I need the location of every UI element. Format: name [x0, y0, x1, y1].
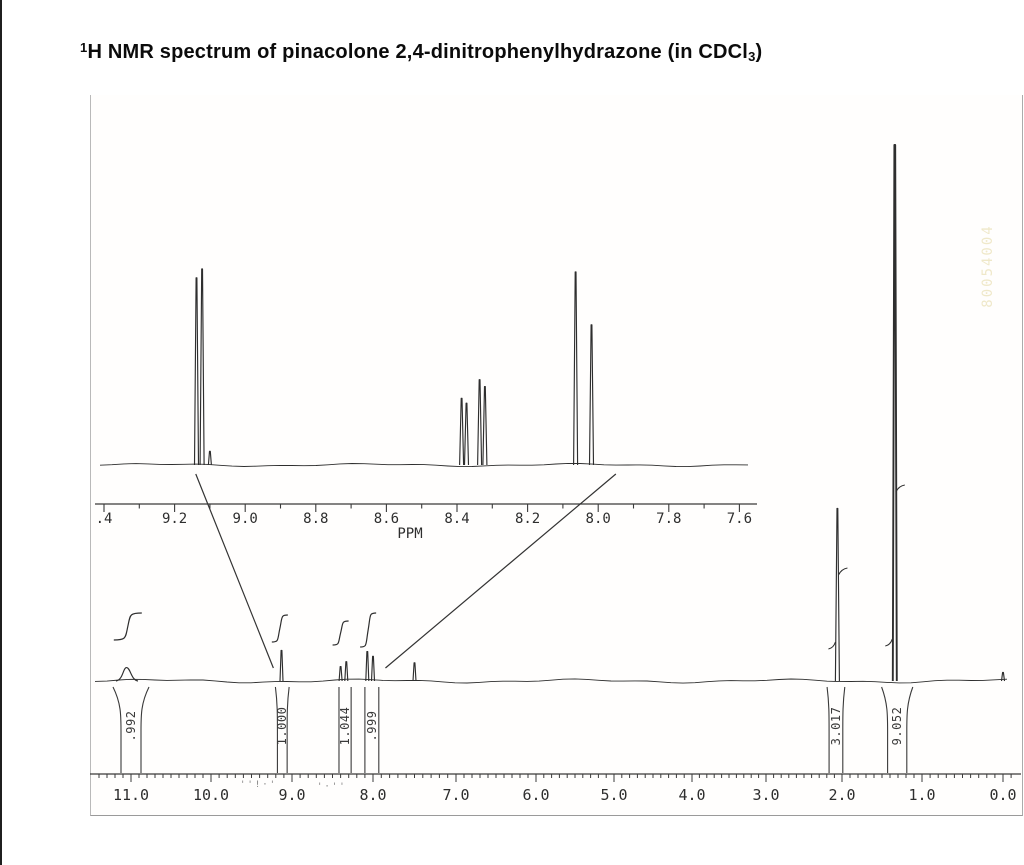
integral-curve	[360, 612, 377, 648]
inset-peak-4	[463, 402, 470, 466]
integral-bracket-right	[842, 686, 846, 773]
integral-bracket-right	[140, 686, 150, 773]
main-axis-label: 7.0	[442, 786, 470, 804]
main-peak-9	[1000, 671, 1006, 682]
integral-bracket-left	[112, 686, 122, 773]
integral-bracket-right	[286, 686, 290, 773]
inset-axis-label: .4	[95, 511, 113, 527]
integral-hook	[895, 484, 905, 493]
main-peak-6	[412, 662, 417, 682]
main-axis-label: 6.0	[522, 786, 550, 804]
title-subscript: 3	[748, 49, 756, 64]
inset-peak-8	[588, 324, 595, 466]
inset-axis-label: 8.6	[373, 511, 400, 527]
inset-peak-7	[573, 271, 579, 466]
inset-axis-label: 8.2	[514, 511, 541, 527]
integral-curve	[332, 620, 349, 646]
integral-value: 1.044	[338, 706, 353, 746]
main-axis-label: 0.0	[989, 786, 1017, 804]
main-axis-label: 9.0	[278, 786, 306, 804]
inset-peak-1	[199, 268, 205, 466]
main-axis-label: 4.0	[678, 786, 706, 804]
inset-peak-6	[482, 386, 488, 466]
main-peak-2	[338, 665, 343, 682]
integral-value: 3.017	[828, 706, 843, 746]
inset-axis-label: 7.8	[656, 511, 682, 527]
integral-hook	[837, 567, 848, 576]
main-peak-1	[279, 649, 284, 682]
integral-bracket-right	[906, 686, 914, 773]
inset-axis-title: PPM	[397, 526, 423, 542]
inset-axis-label: 8.8	[303, 511, 329, 527]
main-axis-label: 3.0	[752, 786, 780, 804]
inset-axis-label: 9.2	[161, 511, 188, 527]
main-axis-label: 1.0	[908, 786, 936, 804]
expansion-connector-line	[195, 473, 274, 669]
main-axis-label: 10.0	[192, 786, 230, 804]
integral-bracket-left	[274, 686, 278, 773]
inset-axis-label: 8.4	[444, 511, 470, 527]
inset-peak-5	[477, 379, 483, 466]
page-left-edge-line	[0, 0, 2, 865]
inset-axis-label: 9.0	[232, 511, 258, 527]
inset-axis-label: 8.0	[585, 511, 611, 527]
main-axis-label: 5.0	[600, 786, 628, 804]
title-suffix: )	[755, 41, 763, 63]
main-axis-label: 8.0	[359, 786, 387, 804]
integral-curve	[271, 614, 288, 643]
integral-value: .992	[124, 710, 138, 742]
scan-watermark: 80054004	[980, 224, 996, 308]
main-axis-label: 2.0	[828, 786, 856, 804]
expansion-connector-line	[385, 473, 617, 669]
inset-baseline	[99, 462, 749, 468]
inset-peak-0	[193, 277, 200, 466]
title-text: H NMR spectrum of pinacolone 2,4-dinitro…	[87, 41, 749, 63]
integral-value: 1.000	[275, 706, 290, 746]
integral-hook	[885, 638, 893, 647]
main-peak-5	[370, 655, 376, 682]
inset-peak-3	[459, 397, 465, 466]
title-superscript: 1	[80, 40, 88, 55]
integral-bracket-left	[881, 686, 889, 773]
inset-peak-2	[207, 450, 212, 466]
main-peak-7	[834, 507, 840, 682]
main-peak-4	[365, 650, 370, 682]
page-title: 1H NMR spectrum of pinacolone 2,4-dinitr…	[80, 40, 762, 64]
main-axis-label: 11.0	[112, 786, 150, 804]
scan-noise-artifact: ''!·'	[240, 780, 278, 790]
integral-value: 9.052	[890, 706, 905, 746]
integral-bracket-left	[826, 686, 830, 773]
main-baseline	[94, 678, 1008, 684]
inset-axis-label: 7.6	[726, 511, 753, 527]
integral-hook	[828, 641, 836, 650]
scan-noise-artifact: '·''	[317, 782, 347, 792]
main-peak-3	[344, 661, 349, 682]
spectrum-scan-frame	[90, 95, 1023, 816]
integral-value: .999	[364, 710, 379, 742]
integral-curve	[113, 612, 142, 641]
main-peak-8	[891, 144, 898, 682]
main-peak-0	[115, 667, 139, 682]
